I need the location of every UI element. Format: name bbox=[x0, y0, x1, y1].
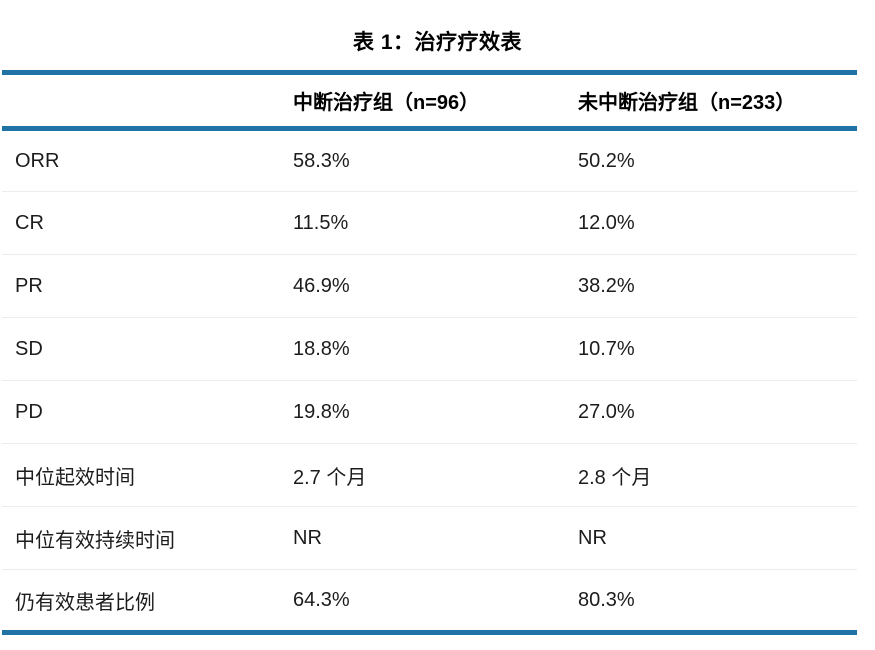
group1-value-cell: 2.7 个月 bbox=[293, 443, 578, 507]
table-row: SD 18.8% 10.7% bbox=[2, 317, 857, 381]
table-row: 中位有效持续时间 NR NR bbox=[2, 506, 857, 570]
group1-value-cell: 11.5% bbox=[293, 191, 578, 255]
group1-value-cell: 19.8% bbox=[293, 380, 578, 444]
group2-value-cell: 10.7% bbox=[578, 317, 857, 381]
group2-value-cell: NR bbox=[578, 506, 857, 570]
group1-value-cell: 64.3% bbox=[293, 569, 578, 633]
efficacy-table: 中断治疗组（n=96） 未中断治疗组（n=233） ORR 58.3% 50.2… bbox=[2, 70, 857, 635]
row-label-cell: CR bbox=[2, 191, 293, 255]
row-label-cell: PR bbox=[2, 254, 293, 318]
header-label-cell bbox=[2, 72, 293, 131]
table-row: 仍有效患者比例 64.3% 80.3% bbox=[2, 569, 857, 633]
group2-value-cell: 12.0% bbox=[578, 191, 857, 255]
table-row: PD 19.8% 27.0% bbox=[2, 380, 857, 444]
group2-value-cell: 50.2% bbox=[578, 149, 635, 172]
group1-value-cell: 46.9% bbox=[293, 254, 578, 318]
group2-value-cell: 38.2% bbox=[578, 254, 857, 318]
header-group2-cell: 未中断治疗组（n=233） bbox=[578, 72, 857, 131]
row-label-cell: 中位起效时间 bbox=[2, 443, 293, 507]
group1-value-cell: NR bbox=[293, 506, 578, 570]
table-row: PR 46.9% 38.2% bbox=[2, 254, 857, 318]
group1-value-cell: 18.8% bbox=[293, 317, 578, 381]
table-row: ORR 58.3% 50.2% bbox=[2, 129, 857, 192]
group2-value-cell: 2.8 个月 bbox=[578, 443, 857, 507]
row-label-cell: 仍有效患者比例 bbox=[2, 569, 293, 633]
efficacy-table-container: 中断治疗组（n=96） 未中断治疗组（n=233） ORR 58.3% 50.2… bbox=[2, 70, 857, 635]
header-row: 中断治疗组（n=96） 未中断治疗组（n=233） bbox=[2, 72, 857, 131]
table-title: 表 1：治疗疗效表 bbox=[352, 31, 522, 54]
row-label-cell: ORR bbox=[15, 149, 60, 172]
row-label-cell: SD bbox=[2, 317, 293, 381]
header-group1-cell: 中断治疗组（n=96） bbox=[293, 72, 578, 131]
row-label-cell: PD bbox=[2, 380, 293, 444]
group2-value-cell: 27.0% bbox=[578, 380, 857, 444]
table-row: CR 11.5% 12.0% bbox=[2, 191, 857, 255]
row-label-cell: 中位有效持续时间 bbox=[2, 506, 293, 570]
group2-value-cell: 80.3% bbox=[578, 569, 857, 633]
table-row: 中位起效时间 2.7 个月 2.8 个月 bbox=[2, 443, 857, 507]
group1-value-cell: 58.3% bbox=[293, 149, 350, 172]
